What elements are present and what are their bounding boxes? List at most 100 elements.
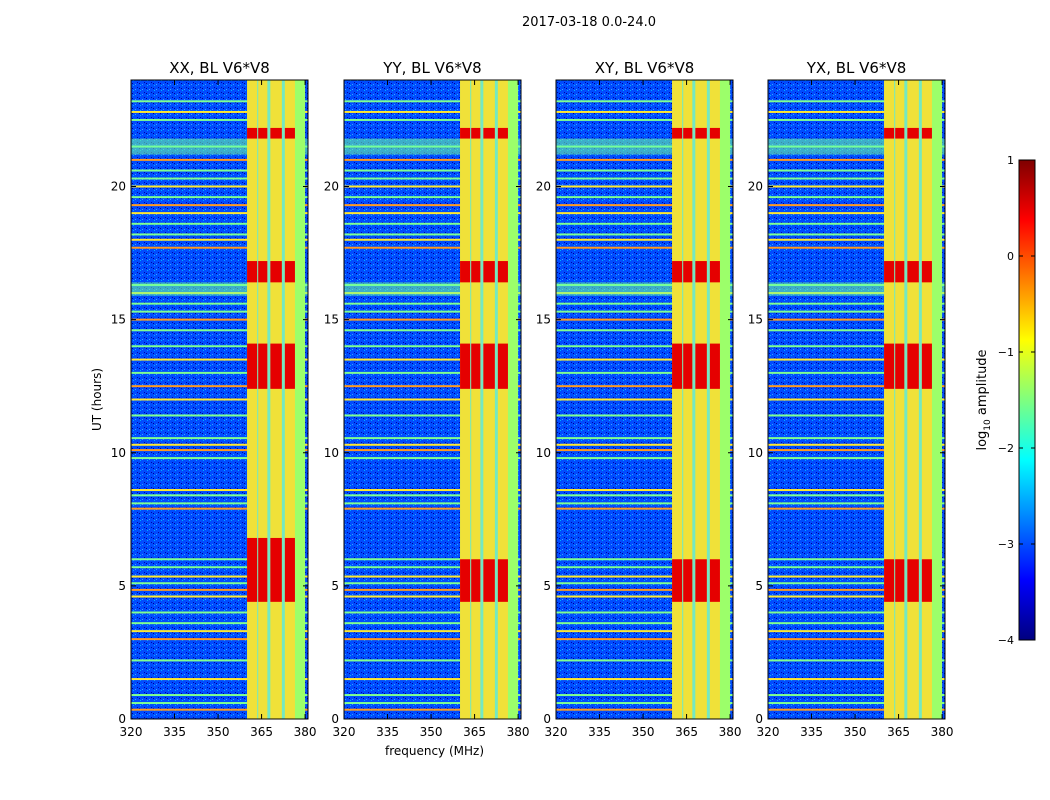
x-tick-label: 320	[333, 725, 356, 739]
rfi-line	[768, 588, 945, 591]
rfi-line	[131, 588, 308, 591]
rfi-line	[344, 638, 521, 641]
rfi-line	[344, 345, 521, 348]
y-tick-label: 15	[536, 313, 551, 327]
rfi-line	[344, 558, 521, 561]
rfi-line	[131, 708, 308, 711]
rfi-line	[768, 177, 945, 180]
bright-emission	[709, 127, 720, 139]
rfi-line	[131, 233, 308, 236]
y-tick-label: 10	[111, 446, 126, 460]
rfi-line	[131, 222, 308, 225]
rfi-line	[556, 502, 733, 505]
bright-emission	[695, 261, 707, 283]
signal-channel	[683, 80, 693, 719]
x-tick-label: 335	[800, 725, 823, 739]
bright-emission	[895, 343, 905, 389]
bright-emission	[471, 127, 481, 139]
channel-gap	[257, 80, 259, 719]
rfi-line	[344, 371, 521, 374]
rfi-line	[131, 694, 308, 697]
rfi-line	[768, 694, 945, 697]
rfi-line	[131, 558, 308, 561]
rfi-line	[556, 329, 733, 332]
bright-emission	[284, 537, 295, 602]
signal-channel	[460, 80, 471, 719]
bright-emission	[284, 343, 295, 389]
bright-emission	[270, 343, 282, 389]
rfi-line	[131, 638, 308, 641]
signal-channel	[907, 80, 919, 719]
colorbar-tick-label: 0	[1007, 250, 1014, 263]
rfi-line	[131, 358, 308, 361]
rfi-line	[556, 310, 733, 313]
bright-emission	[258, 537, 268, 602]
rfi-line	[131, 611, 308, 614]
bright-emission	[497, 343, 508, 389]
bright-emission	[672, 261, 683, 283]
x-tick-label: 365	[675, 725, 698, 739]
rfi-line	[768, 659, 945, 662]
rfi-line	[344, 196, 521, 199]
bright-emission	[497, 559, 508, 602]
rfi-line	[344, 110, 521, 113]
rfi-line	[556, 212, 733, 215]
rfi-line	[131, 678, 308, 681]
rfi-line	[344, 185, 521, 188]
x-tick-label: 320	[545, 725, 568, 739]
channel-gap	[682, 80, 684, 719]
rfi-line	[556, 489, 733, 492]
x-tick-label: 320	[120, 725, 143, 739]
signal-channel	[895, 80, 905, 719]
rfi-line	[556, 118, 733, 121]
channel-gap	[470, 80, 472, 719]
bright-emission	[483, 559, 495, 602]
rfi-line	[344, 708, 521, 711]
rfi-line	[131, 457, 308, 460]
rfi-line	[131, 630, 308, 633]
rfi-line	[556, 622, 733, 625]
bright-emission	[284, 261, 295, 283]
rfi-line	[344, 385, 521, 388]
rfi-line	[344, 489, 521, 492]
colorbar-tick-label: −4	[998, 634, 1014, 647]
bright-emission	[460, 343, 471, 389]
rfi-line	[768, 702, 945, 705]
rfi-line	[556, 494, 733, 497]
bright-emission	[921, 559, 932, 602]
panel-1: 320 335 350 365 380 0 5 10 15 20 XX, BL V6*V8 UT (h…	[90, 59, 317, 739]
y-tick-label: 5	[755, 579, 763, 593]
rfi-line	[344, 630, 521, 633]
rfi-line	[344, 204, 521, 207]
bright-emission	[460, 261, 471, 283]
x-tick-label: 350	[420, 725, 443, 739]
rfi-line	[131, 414, 308, 417]
y-tick-label: 10	[536, 446, 551, 460]
rfi-line	[768, 310, 945, 313]
channel-gap	[918, 80, 922, 719]
rfi-line	[131, 502, 308, 505]
colorbar-gradient	[1018, 159, 1036, 641]
channel-gap	[706, 80, 710, 719]
signal-channel	[709, 80, 720, 719]
y-tick-label: 15	[324, 313, 339, 327]
bright-emission	[683, 343, 693, 389]
y-tick-label: 20	[748, 180, 763, 194]
rfi-line	[344, 310, 521, 313]
y-axis-label: UT (hours)	[90, 368, 104, 431]
rfi-line	[131, 238, 308, 241]
bright-emission	[483, 343, 495, 389]
bright-emission	[907, 559, 919, 602]
rfi-line	[768, 318, 945, 321]
bright-emission	[709, 261, 720, 283]
x-tick-label: 350	[632, 725, 655, 739]
rfi-line	[768, 443, 945, 446]
colorbar-label: log10 amplitude	[975, 349, 993, 450]
rfi-line	[556, 575, 733, 578]
bright-emission	[460, 559, 471, 602]
rfi-line	[344, 678, 521, 681]
rfi-line	[344, 457, 521, 460]
bright-emission	[258, 261, 268, 283]
bright-emission	[907, 261, 919, 283]
rfi-line	[556, 358, 733, 361]
